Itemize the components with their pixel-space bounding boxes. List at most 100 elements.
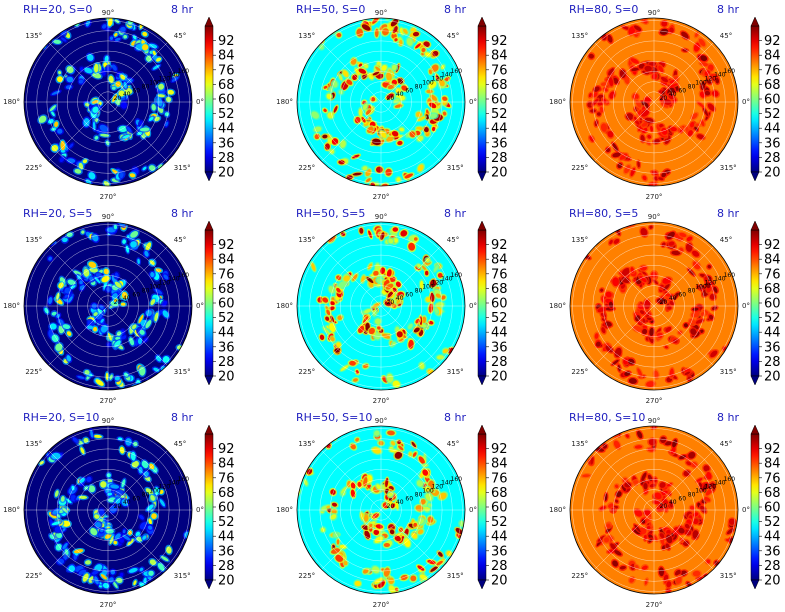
- angle-tick-label: 180°: [549, 302, 566, 310]
- colorbar-tick-label: 60: [218, 297, 235, 312]
- colorbar-tick-label: 76: [764, 267, 781, 282]
- panel-time-label: 8 hr: [444, 3, 466, 16]
- angle-tick-label: 180°: [549, 98, 566, 106]
- angle-tick-label: 0°: [469, 302, 477, 310]
- angle-tick-label: 315°: [174, 368, 191, 376]
- colorbar-tick-label: 84: [218, 49, 235, 64]
- polar-grid: [297, 222, 465, 390]
- colorbar-tick-label: 68: [764, 78, 781, 93]
- angle-tick-label: 270°: [100, 397, 117, 405]
- field-speckles: [297, 429, 465, 594]
- colorbar-tick-label: 92: [764, 442, 781, 457]
- angle-tick-label: 270°: [100, 601, 117, 609]
- polar-panel: 204060801001201401600°45°90°135°180°225°…: [3, 3, 234, 201]
- colorbar-min-extension: [477, 375, 487, 386]
- radial-tick-label: 60: [405, 87, 413, 94]
- colorbar-tick-label: 20: [218, 370, 235, 385]
- angle-tick-label: 45°: [174, 32, 186, 40]
- radial-tick-label: 100: [149, 488, 161, 495]
- angle-tick-label: 225°: [25, 572, 42, 580]
- panel-time-label: 8 hr: [717, 3, 739, 16]
- field-speckles: [581, 222, 735, 389]
- angle-tick-label: 225°: [298, 164, 315, 172]
- radial-tick-label: 80: [688, 491, 696, 498]
- colorbar-tick-label: 92: [491, 238, 508, 253]
- angle-tick-label: 45°: [447, 236, 459, 244]
- colorbar-tick-label: 44: [218, 326, 235, 341]
- radial-tick-label: 20: [114, 95, 122, 102]
- radial-tick-label: 80: [415, 287, 423, 294]
- radial-tick-label: 140: [441, 480, 453, 487]
- colorbar-max-extension: [204, 220, 214, 231]
- polar-panel: 204060801001201401600°45°90°135°180°225°…: [549, 207, 780, 405]
- radial-tick-label: 60: [678, 87, 686, 94]
- colorbar-tick-label: 20: [218, 166, 235, 181]
- colorbar-min-extension: [204, 579, 214, 590]
- angle-tick-label: 90°: [375, 9, 387, 17]
- radial-tick-label: 100: [695, 80, 707, 87]
- radial-tick-label: 120: [432, 76, 444, 83]
- colorbar-tick-label: 92: [491, 442, 508, 457]
- colorbar-tick-label: 28: [764, 151, 781, 166]
- angle-tick-label: 45°: [447, 440, 459, 448]
- radial-tick-label: 140: [168, 72, 180, 79]
- colorbar-tick-label: 92: [491, 34, 508, 49]
- radial-tick-label: 80: [415, 491, 423, 498]
- colorbar-tick-label: 60: [491, 501, 508, 516]
- colorbar-tick-label: 52: [218, 515, 235, 530]
- colorbar-tick-label: 36: [491, 544, 508, 559]
- polar-panel: 204060801001201401600°45°90°135°180°225°…: [3, 411, 234, 609]
- polar-grid: [570, 18, 738, 186]
- panel-title: RH=80, S=5: [569, 207, 638, 220]
- colorbar-tick-label: 60: [764, 297, 781, 312]
- colorbar-tick-label: 76: [218, 63, 235, 78]
- radial-tick-label: 120: [159, 76, 171, 83]
- colorbar-min-extension: [204, 171, 214, 182]
- colorbar-max-extension: [750, 424, 760, 435]
- colorbar-max-extension: [750, 220, 760, 231]
- colorbar-tick-label: 28: [218, 151, 235, 166]
- angle-tick-label: 270°: [373, 397, 390, 405]
- colorbar-tick-label: 68: [764, 486, 781, 501]
- radial-tick-label: 60: [132, 87, 140, 94]
- colorbar-tick-label: 20: [491, 370, 508, 385]
- angle-tick-label: 225°: [298, 572, 315, 580]
- radial-tick-label: 60: [678, 495, 686, 502]
- panel-time-label: 8 hr: [717, 207, 739, 220]
- colorbar-min-extension: [750, 375, 760, 386]
- radial-tick-label: 100: [422, 284, 434, 291]
- polar-frame: [23, 425, 193, 595]
- angle-tick-label: 180°: [549, 506, 566, 514]
- radial-tick-label: 120: [432, 484, 444, 491]
- radial-tick-label: 40: [396, 295, 404, 302]
- angle-tick-label: 315°: [174, 572, 191, 580]
- colorbar-tick-label: 76: [491, 471, 508, 486]
- radial-tick-label: 40: [123, 295, 131, 302]
- angle-tick-label: 315°: [720, 572, 737, 580]
- angle-tick-label: 180°: [3, 302, 20, 310]
- angle-tick-label: 315°: [720, 368, 737, 376]
- radial-tick-label: 100: [422, 488, 434, 495]
- radial-tick-label: 120: [159, 280, 171, 287]
- radial-tick-label: 140: [714, 72, 726, 79]
- polar-frame: [569, 425, 739, 595]
- colorbar-tick-label: 76: [218, 267, 235, 282]
- radial-tick-label: 80: [688, 287, 696, 294]
- angle-tick-label: 0°: [742, 98, 750, 106]
- colorbar-tick-label: 92: [764, 238, 781, 253]
- colorbar-min-extension: [204, 375, 214, 386]
- colorbar-tick-label: 76: [491, 267, 508, 282]
- colorbar-tick-label: 84: [218, 253, 235, 268]
- colorbar-tick-label: 20: [764, 370, 781, 385]
- colorbar-max-extension: [477, 16, 487, 27]
- angle-tick-label: 315°: [174, 164, 191, 172]
- colorbar-tick-label: 28: [218, 559, 235, 574]
- angle-tick-label: 135°: [25, 440, 42, 448]
- colorbar-tick-label: 52: [764, 515, 781, 530]
